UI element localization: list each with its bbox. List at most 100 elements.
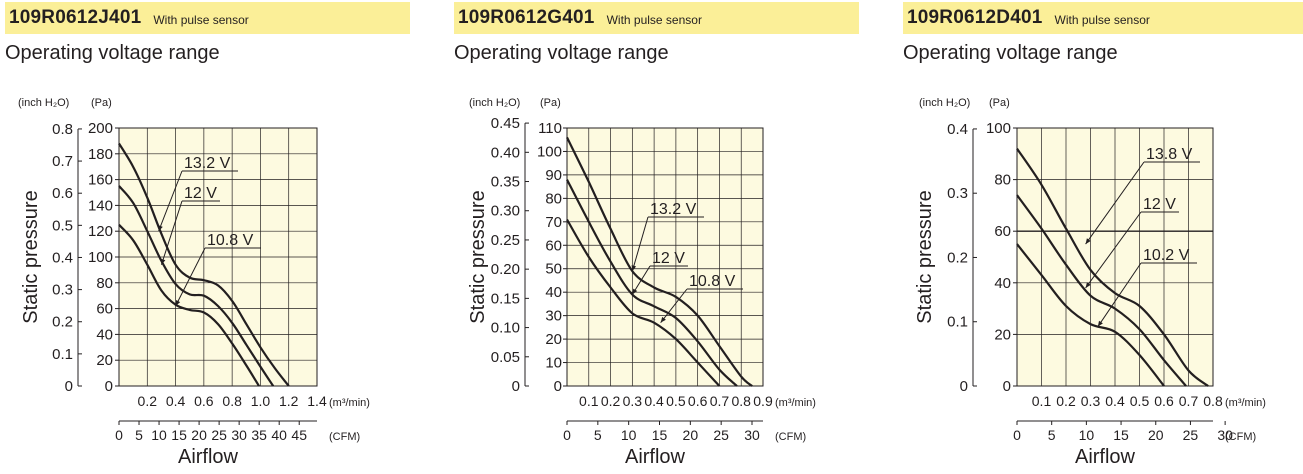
- m3-tick-label: 0.5: [1130, 393, 1150, 409]
- pq-curve: [118, 224, 260, 387]
- inch-tick-label: 0.7: [52, 153, 73, 170]
- pa-tick-label: 160: [88, 172, 113, 189]
- leader-arrowhead: [160, 258, 166, 265]
- pq-curve: [566, 218, 721, 387]
- cfm-tick-label: 0: [115, 427, 123, 443]
- x-axis-title: Airflow: [178, 446, 239, 468]
- voltage-label: 12 V: [652, 250, 685, 267]
- cfm-tick-label: 25: [211, 427, 227, 443]
- inch-tick-label: 0.30: [491, 203, 520, 220]
- m3-tick-label: 1.4: [307, 393, 327, 409]
- m3-tick-label: 0.4: [1105, 393, 1125, 409]
- sensor-note: With pulse sensor: [1054, 12, 1150, 27]
- x-axis-title: Airflow: [625, 446, 686, 468]
- m3-tick-label: 0.2: [601, 393, 621, 409]
- model-name: 109R0612G401: [458, 7, 595, 28]
- inch-tick-label: 0.5: [52, 217, 73, 234]
- pa-tick-label: 10: [545, 355, 562, 372]
- inch-tick-label: 0.05: [491, 349, 520, 366]
- leader-line: [1085, 161, 1145, 245]
- cfm-tick-label: 5: [594, 427, 602, 443]
- m3-tick-label: 0.2: [138, 393, 158, 409]
- pa-tick-label: 80: [994, 172, 1011, 189]
- plot-background: [567, 128, 763, 386]
- pa-tick-label: 50: [545, 261, 562, 278]
- cfm-tick-label: 30: [231, 427, 247, 443]
- model-header: 109R0612J401 With pulse sensor: [5, 2, 410, 34]
- inch-tick-label: 0.4: [947, 121, 968, 138]
- pq-chart: 2001801601401201008060402000.80.70.60.50…: [18, 97, 370, 468]
- pa-tick-label: 40: [545, 284, 562, 301]
- y-axis-title: Static pressure: [20, 190, 42, 323]
- inch-tick-label: 0.40: [491, 144, 520, 161]
- pa-tick-label: 60: [545, 237, 562, 254]
- leader-arrowhead: [1097, 320, 1103, 327]
- m3-tick-label: 0.3: [1081, 393, 1101, 409]
- pa-unit-label: (Pa): [540, 97, 561, 109]
- voltage-label: 13.8 V: [1146, 146, 1193, 163]
- cfm-tick-label: 0: [1013, 427, 1021, 443]
- voltage-label: 10.2 V: [1143, 247, 1190, 264]
- pa-tick-label: 40: [994, 275, 1011, 292]
- pa-tick-label: 100: [537, 143, 562, 160]
- pa-tick-label: 180: [88, 146, 113, 163]
- inch-tick-label: 0.45: [491, 115, 520, 132]
- pq-curve: [1016, 194, 1187, 387]
- leader-arrowhead: [175, 300, 181, 307]
- leader-arrowhead: [1085, 238, 1091, 245]
- pq-chart: 11010090807060504030201000.450.400.350.3…: [467, 97, 816, 468]
- m3-tick-label: 0.7: [1179, 393, 1199, 409]
- sensor-note: With pulse sensor: [153, 12, 249, 27]
- m3-tick-label: 0.8: [731, 393, 751, 409]
- inch-unit-label: (inch H₂O): [919, 97, 970, 109]
- pa-tick-label: 140: [88, 197, 113, 214]
- chart-subtitle: Operating voltage range: [903, 42, 1118, 64]
- pa-tick-label: 200: [88, 120, 113, 137]
- pq-curve: [566, 179, 738, 387]
- m3-tick-label: 0.9: [753, 393, 773, 409]
- inch-unit-label: (inch H₂O): [18, 97, 69, 109]
- leader-line: [631, 216, 649, 272]
- inch-tick-label: 0.15: [491, 290, 520, 307]
- voltage-label: 10.8 V: [689, 273, 736, 290]
- inch-tick-label: 0.3: [52, 282, 73, 299]
- leader-line: [631, 265, 651, 295]
- inch-tick-label: 0.35: [491, 174, 520, 191]
- pa-tick-label: 80: [96, 275, 113, 292]
- pq-curve: [118, 142, 290, 387]
- voltage-label: 13.2 V: [184, 155, 231, 172]
- inch-tick-label: 0.1: [52, 346, 73, 363]
- m3-tick-label: 0.4: [166, 393, 186, 409]
- cfm-tick-label: 15: [1113, 427, 1129, 443]
- inch-tick-label: 0.10: [491, 320, 520, 337]
- inch-tick-label: 0.8: [52, 121, 73, 138]
- cfm-tick-label: 10: [1079, 427, 1095, 443]
- m3-tick-label: 0.6: [1154, 393, 1174, 409]
- inch-tick-label: 0.2: [947, 249, 968, 266]
- pa-tick-label: 100: [986, 120, 1011, 137]
- leader-line: [160, 200, 183, 265]
- cfm-tick-label: 40: [271, 427, 287, 443]
- plot-frame: [566, 127, 764, 387]
- m3-tick-label: 0.7: [710, 393, 730, 409]
- chart-panel-3: 109R0612D401 With pulse sensor Operating…: [898, 0, 1303, 474]
- chart-subtitle: Operating voltage range: [5, 42, 220, 64]
- pq-curve: [118, 185, 275, 387]
- inch-tick-label: 0: [960, 378, 968, 395]
- pa-tick-label: 80: [545, 190, 562, 207]
- leader-arrowhead: [631, 265, 637, 272]
- cfm-tick-label: 0: [563, 427, 571, 443]
- cfm-tick-label: 45: [291, 427, 307, 443]
- m3-tick-label: 0.3: [623, 393, 643, 409]
- leader-arrowhead: [1085, 282, 1091, 288]
- m3-tick-label: 1.0: [251, 393, 271, 409]
- pa-unit-label: (Pa): [91, 97, 112, 109]
- inch-tick-label: 0: [512, 378, 520, 395]
- leader-arrowhead: [660, 316, 666, 323]
- pa-tick-label: 60: [994, 223, 1011, 240]
- cfm-tick-label: 25: [713, 427, 729, 443]
- pa-tick-label: 0: [105, 378, 113, 395]
- pa-tick-label: 30: [545, 308, 562, 325]
- cfm-tick-label: 5: [1048, 427, 1056, 443]
